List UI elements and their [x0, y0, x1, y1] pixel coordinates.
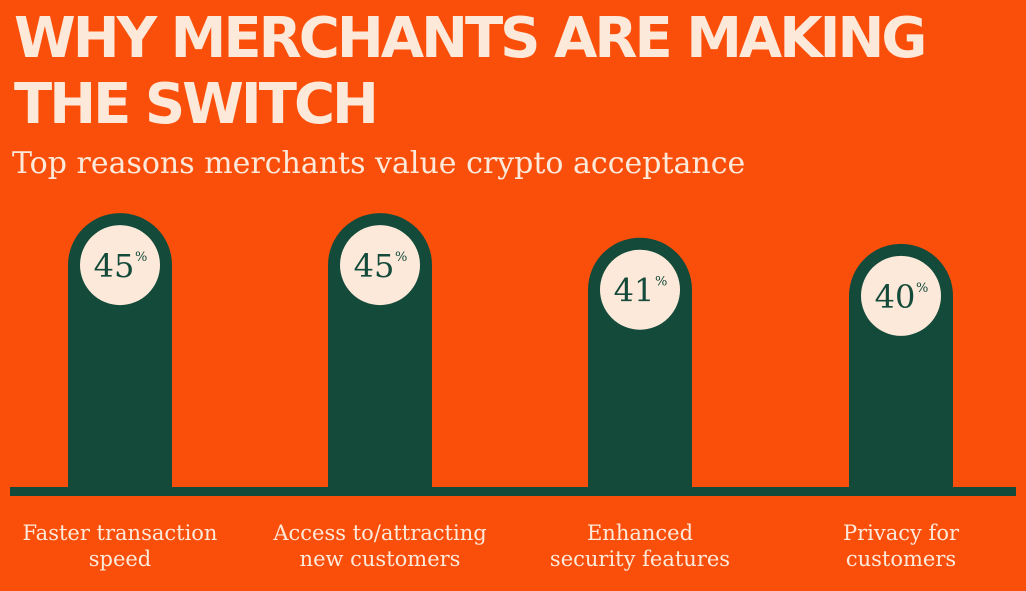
value-badge — [600, 249, 680, 330]
value-badge — [80, 225, 160, 306]
category-label: Privacy for customers — [786, 520, 1016, 572]
category-label-line: Privacy for — [842, 521, 960, 545]
category-label-line: Enhanced — [586, 521, 694, 545]
category-label-line: Faster transaction — [22, 521, 218, 545]
percent-unit: % — [916, 281, 928, 296]
data-label: 41 — [614, 272, 655, 310]
percent-unit: % — [135, 250, 147, 265]
percent-unit: % — [655, 275, 667, 290]
data-label: 40 — [875, 278, 916, 316]
category-label-line: customers — [845, 547, 957, 571]
chart-title: WHY MERCHANTS ARE MAKING THE SWITCH — [14, 6, 927, 137]
category-label-line: speed — [88, 547, 152, 571]
data-label: 45 — [94, 247, 135, 285]
category-label: Enhanced security features — [525, 520, 755, 572]
data-label: 45 — [354, 247, 395, 285]
value-badge — [340, 225, 420, 306]
category-label-line: Access to/attracting — [273, 521, 487, 545]
category-label: Faster transaction speed — [5, 520, 235, 572]
category-label-line: new customers — [299, 547, 461, 571]
category-label: Access to/attracting new customers — [265, 520, 495, 572]
badges-layer: 45% 45 %41% 40% — [80, 225, 941, 336]
percent-unit: % — [395, 250, 407, 265]
baseline-axis — [10, 487, 1016, 496]
value-badge — [861, 255, 941, 336]
bars-layer — [68, 213, 953, 490]
category-label-line: security features — [549, 547, 731, 571]
chart-subtitle: Top reasons merchants value crypto accep… — [12, 146, 746, 181]
